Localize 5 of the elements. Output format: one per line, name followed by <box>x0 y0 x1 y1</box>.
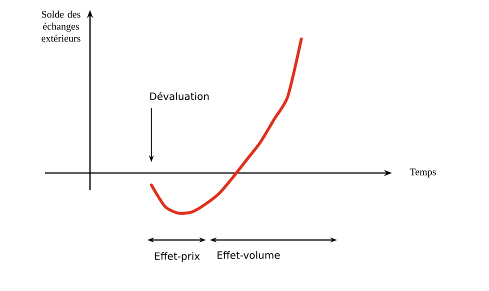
text: Effet-volume <box>218 251 280 259</box>
text: Effet-prix <box>155 252 200 262</box>
annotation: Dévaluation <box>150 92 209 100</box>
y-axis-title: Solde des échanges extérieurs <box>42 10 80 42</box>
x-axis-title: Temps <box>410 168 436 178</box>
